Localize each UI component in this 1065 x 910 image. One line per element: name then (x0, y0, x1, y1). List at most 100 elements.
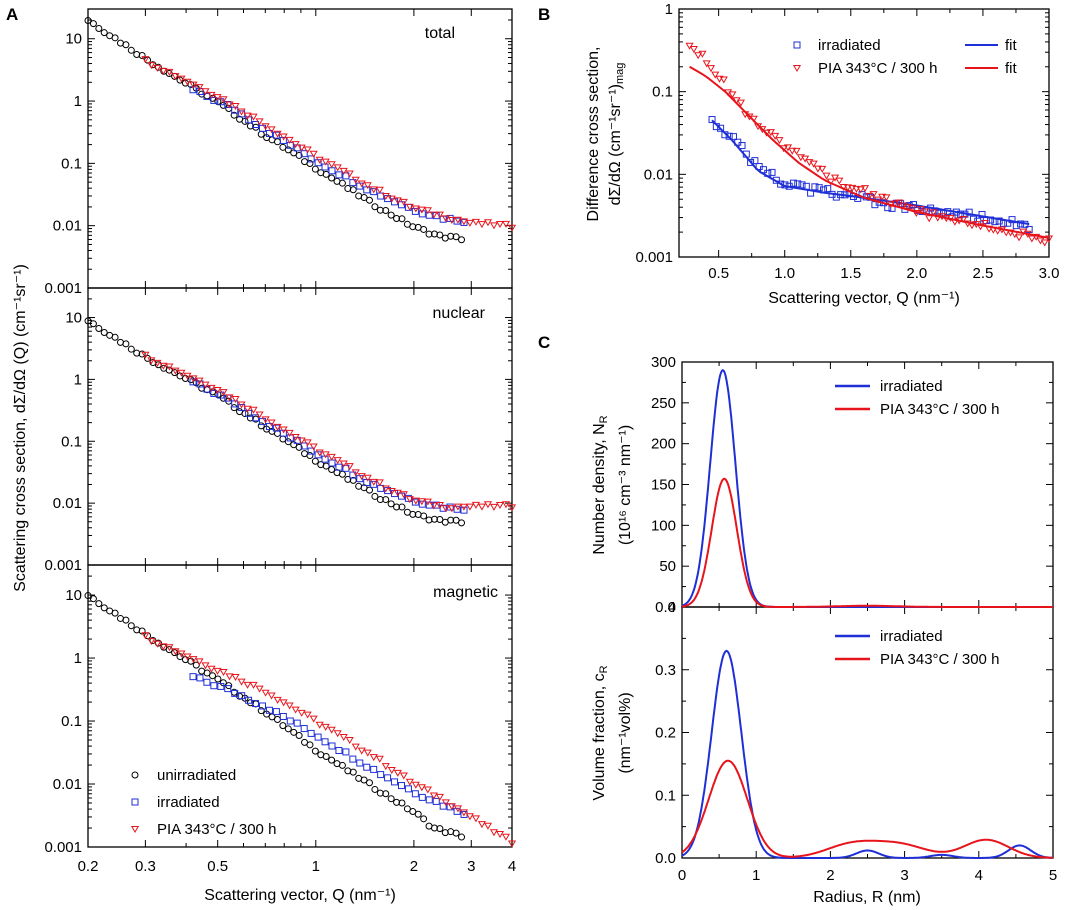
data-point-triangle (333, 730, 342, 738)
data-point-triangle (141, 351, 150, 359)
data-point-circle (241, 117, 249, 125)
data-point-circle (84, 592, 92, 600)
data-point-circle (95, 24, 103, 32)
data-point-triangle (417, 498, 426, 506)
data-point-triangle (483, 822, 493, 830)
data-point-triangle (249, 681, 258, 689)
data-point-circle (420, 512, 428, 520)
data-point-square (363, 186, 371, 194)
data-point-triangle (447, 803, 456, 811)
data-point-triangle (165, 363, 174, 371)
data-point-triangle (243, 405, 252, 413)
data-point-triangle (159, 67, 168, 75)
data-point-square (307, 729, 315, 737)
data-point-circle (311, 457, 319, 465)
data-point-triangle (165, 644, 174, 652)
data-point-circle (430, 824, 438, 832)
data-point-square (265, 706, 273, 714)
data-point-triangle (201, 662, 210, 670)
data-point-triangle (381, 485, 390, 493)
data-point-square (397, 782, 405, 790)
data-point-square (384, 774, 392, 782)
legend-c-bottom-pia: PIA 343°C / 300 h (880, 651, 999, 668)
data-point-triangle (411, 497, 420, 505)
data-point-triangle (890, 200, 900, 208)
data-point-triangle (273, 130, 282, 138)
data-point-triangle (792, 147, 801, 155)
data-point-triangle (387, 488, 396, 496)
legend-a-unirradiated: unirradiated (157, 767, 236, 784)
data-point-triangle (237, 108, 246, 116)
data-point-square (307, 447, 315, 455)
data-point-triangle (706, 65, 716, 73)
x-tick-label: 1 (312, 858, 320, 875)
data-point-square (203, 92, 211, 100)
data-point-triangle (309, 443, 318, 451)
distribution-line (681, 759, 1053, 859)
data-point-square (356, 759, 364, 767)
data-point-circle (403, 805, 411, 813)
x-tick-label: 5 (1049, 867, 1057, 884)
data-point-square (453, 505, 461, 513)
data-point-square (328, 167, 336, 175)
data-point-square (210, 96, 218, 104)
panel-b-ylabel-line2: dΣ/dΩ (cm⁻¹sr⁻¹)mag (607, 63, 626, 206)
data-point-triangle (327, 161, 336, 169)
data-point-square (272, 424, 280, 432)
data-point-triangle (285, 136, 294, 144)
data-point-circle (209, 672, 217, 680)
panel-label-a: A (6, 5, 18, 24)
data-point-triangle (201, 381, 210, 389)
legend-c-top-pia: PIA 343°C / 300 h (880, 401, 999, 418)
data-point-triangle (483, 219, 493, 227)
data-point-square (751, 157, 759, 165)
data-point-triangle (501, 220, 511, 228)
data-point-circle (100, 604, 108, 612)
data-point-square (377, 771, 385, 779)
data-point-square (279, 429, 287, 437)
data-point-circle (295, 151, 303, 159)
data-point-triangle (818, 165, 827, 173)
data-point-triangle (363, 474, 372, 482)
data-point-circle (111, 34, 119, 42)
data-point-circle (360, 194, 368, 202)
legend-a-pia: PIA 343°C / 300 h (157, 821, 276, 838)
data-point-triangle (453, 805, 462, 813)
data-point-triangle (159, 362, 168, 370)
data-point-triangle (453, 216, 462, 224)
data-point-triangle (327, 453, 336, 461)
data-point-triangle (177, 75, 186, 83)
data-point-triangle (801, 155, 810, 163)
data-point-square (314, 733, 322, 741)
panel-a-legend: unirradiated irradiated PIA 343°C / 300 … (130, 767, 276, 838)
data-point-square (999, 219, 1007, 227)
data-point-triangle (694, 52, 703, 60)
data-point-triangle (363, 749, 372, 757)
data-point-square (328, 742, 336, 750)
data-point-triangle (429, 502, 438, 510)
data-point-circle (338, 470, 346, 478)
data-point-square (265, 129, 273, 137)
data-point-circle (360, 776, 368, 784)
fit-line (689, 65, 1050, 239)
data-point-triangle (435, 501, 444, 509)
data-point-triangle (447, 505, 456, 513)
panel-c-top-ylabel-line2: (10¹⁶ cm⁻³ nm⁻¹) (617, 425, 634, 545)
data-point-square (279, 712, 287, 720)
data-point-triangle (441, 799, 450, 807)
data-point-triangle (980, 219, 989, 227)
data-point-triangle (225, 101, 234, 109)
data-point-circle (138, 350, 146, 358)
data-point-triangle (405, 496, 414, 504)
data-point-square (210, 389, 218, 397)
data-point-circle (393, 798, 401, 806)
data-point-circle (290, 728, 298, 736)
data-point-square (777, 180, 785, 188)
data-point-square (279, 136, 287, 144)
data-point-triangle (333, 164, 342, 172)
data-point-circle (284, 725, 292, 733)
data-point-circle (425, 516, 433, 524)
data-point-circle (382, 496, 390, 504)
data-point-circle (257, 422, 265, 430)
data-point-square (738, 142, 746, 150)
